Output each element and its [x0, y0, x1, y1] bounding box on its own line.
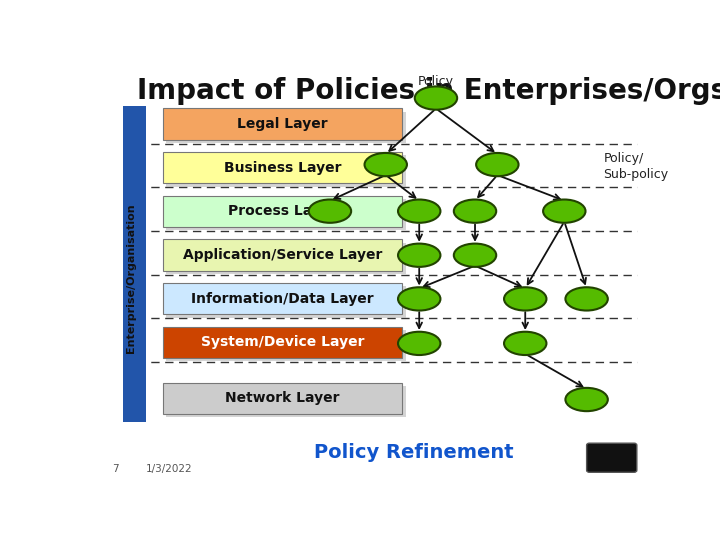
Bar	[163, 239, 402, 271]
Text: Process Layer: Process Layer	[228, 204, 337, 218]
Ellipse shape	[504, 287, 546, 310]
Ellipse shape	[398, 199, 441, 223]
Bar	[163, 152, 402, 183]
Text: Policy/
Sub-policy: Policy/ Sub-policy	[603, 152, 668, 181]
Bar	[163, 327, 402, 358]
Ellipse shape	[565, 287, 608, 310]
Text: Policy: Policy	[418, 75, 454, 88]
Ellipse shape	[454, 199, 496, 223]
Text: Business Layer: Business Layer	[224, 161, 341, 175]
Text: I n v e n t: I n v e n t	[598, 464, 625, 469]
Text: Information/Data Layer: Information/Data Layer	[192, 292, 374, 306]
Text: Impact of Policies in Enterprises/Orgs: Impact of Policies in Enterprises/Orgs	[138, 77, 720, 105]
Bar	[166, 330, 406, 361]
Bar	[163, 383, 402, 414]
Ellipse shape	[398, 332, 441, 355]
Ellipse shape	[543, 199, 585, 223]
Text: Policy Refinement: Policy Refinement	[314, 443, 513, 462]
Text: 7: 7	[112, 464, 119, 474]
FancyBboxPatch shape	[587, 443, 637, 472]
Bar	[166, 386, 406, 417]
Bar	[163, 109, 402, 140]
Bar	[166, 199, 406, 230]
Bar	[163, 196, 402, 227]
Bar	[166, 286, 406, 318]
Ellipse shape	[454, 244, 496, 267]
Text: 1/3/2022: 1/3/2022	[145, 464, 192, 474]
Bar	[166, 243, 406, 274]
Bar	[166, 156, 406, 187]
Ellipse shape	[309, 199, 351, 223]
Bar	[163, 283, 402, 314]
Text: System/Device Layer: System/Device Layer	[201, 335, 364, 349]
Ellipse shape	[398, 244, 441, 267]
Text: Network Layer: Network Layer	[225, 392, 340, 406]
Ellipse shape	[398, 287, 441, 310]
Ellipse shape	[565, 388, 608, 411]
Ellipse shape	[476, 153, 518, 176]
Ellipse shape	[364, 153, 407, 176]
Ellipse shape	[504, 332, 546, 355]
Bar	[166, 112, 406, 143]
Text: Application/Service Layer: Application/Service Layer	[183, 248, 382, 262]
Text: Enterprise/Organisation: Enterprise/Organisation	[126, 203, 136, 353]
Text: hp: hp	[601, 450, 623, 465]
Bar	[124, 106, 145, 422]
Ellipse shape	[415, 86, 457, 110]
Text: Legal Layer: Legal Layer	[237, 117, 328, 131]
